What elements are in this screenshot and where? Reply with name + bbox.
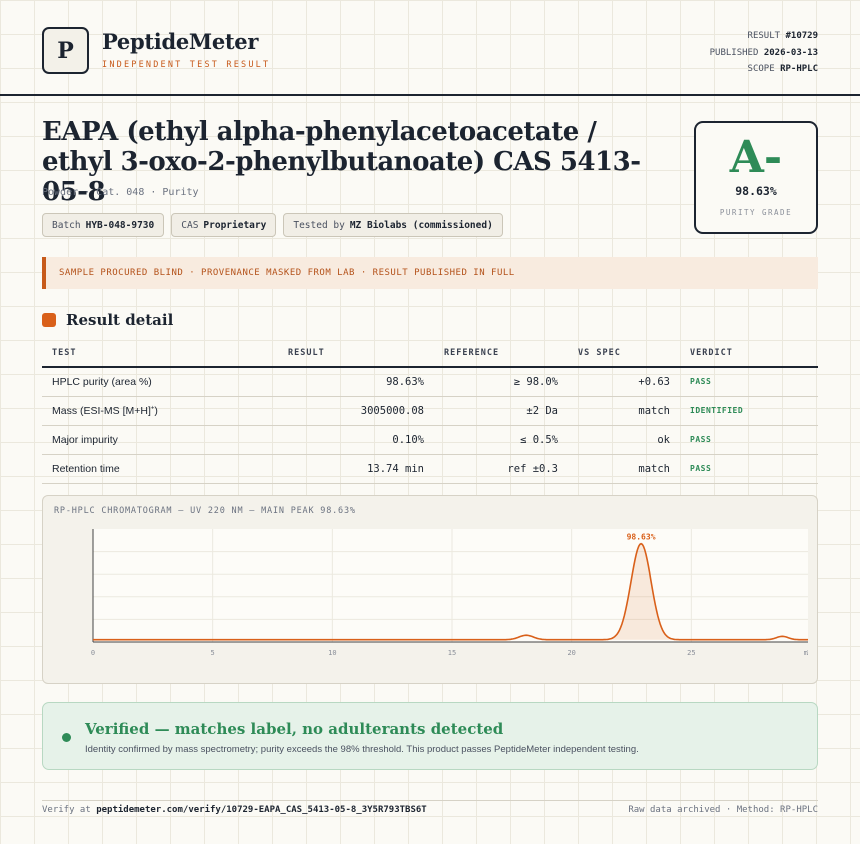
x-tick-label: 0	[91, 649, 95, 657]
test-superscript: +	[150, 405, 155, 411]
purity-grade-card: A- 98.63% PURITY GRADE	[694, 121, 818, 234]
chip-label: Batch	[52, 219, 81, 231]
chromatogram-chart: 98.63% 0 5 10 15 20 25 30min	[91, 529, 808, 657]
x-tick-label: 15	[448, 649, 456, 657]
section-title: Result detail	[42, 311, 173, 329]
grade-label: PURITY GRADE	[719, 208, 793, 217]
scope-row: SCOPE RP-HPLC	[710, 61, 818, 78]
cell-vs-spec: match	[568, 396, 680, 426]
scope-label: SCOPE	[747, 64, 775, 74]
col-verdict: VERDICT	[680, 340, 818, 368]
grade-value: 98.63%	[735, 184, 777, 198]
brand-name: PeptideMeter	[102, 29, 259, 54]
cell-reference: ref ±0.3	[434, 454, 568, 484]
cell-result: 0.10%	[278, 425, 434, 455]
brand-logo: P	[42, 27, 89, 74]
main-peak-label: 98.63%	[627, 533, 656, 542]
cell-result: 98.63%	[278, 367, 434, 397]
chip-label: Tested by	[293, 219, 345, 231]
plot-area	[93, 529, 808, 642]
chip-label: CAS	[181, 219, 199, 231]
brand-tagline: INDEPENDENT TEST RESULT	[102, 60, 271, 70]
verified-dot-icon	[62, 733, 71, 742]
cell-test: Major impurity	[42, 425, 278, 455]
published-value: 2026-03-13	[763, 47, 818, 58]
cell-reference: ±2 Da	[434, 396, 568, 426]
result-id-row: RESULT #10729	[710, 28, 818, 45]
cell-test: Mass (ESI-MS [M+H]+)	[42, 396, 278, 426]
footer-verify: Verify at peptidemeter.com/verify/10729-…	[42, 805, 427, 815]
col-result: RESULT	[278, 340, 434, 368]
published-row: PUBLISHED 2026-03-13	[710, 45, 818, 62]
result-table: TEST RESULT REFERENCE VS SPEC VERDICT HP…	[42, 340, 818, 484]
cell-reference: ≥ 98.0%	[434, 367, 568, 397]
cell-verdict: PASS	[680, 367, 818, 397]
cell-verdict: PASS	[680, 425, 818, 455]
chromatogram-card: RP-HPLC CHROMATOGRAM — UV 220 NM — MAIN …	[42, 495, 818, 684]
chip-value: HYB-048-9730	[85, 219, 155, 231]
verified-banner: Verified — matches label, no adulterants…	[42, 702, 818, 770]
result-meta: RESULT #10729 PUBLISHED 2026-03-13 SCOPE…	[710, 28, 818, 78]
verified-title: Verified — matches label, no adulterants…	[85, 720, 504, 738]
col-reference: REFERENCE	[434, 340, 568, 368]
table-row: HPLC purity (area %) 98.63% ≥ 98.0% +0.6…	[42, 367, 818, 397]
test-name: Mass (ESI-MS [M+H]	[52, 404, 151, 417]
grade-letter: A-	[729, 132, 783, 183]
chip-value: MZ Biolabs (commissioned)	[349, 219, 493, 231]
cell-test: Retention time	[42, 454, 278, 484]
cell-verdict: IDENTIFIED	[680, 396, 818, 426]
cell-vs-spec: +0.63	[568, 367, 680, 397]
result-id-label: RESULT	[747, 31, 781, 41]
tested-by-chip: Tested by MZ Biolabs (commissioned)	[283, 213, 503, 237]
cell-result: 3005000.08	[278, 396, 434, 426]
main-peak-fill	[600, 543, 682, 640]
cell-test: HPLC purity (area %)	[42, 367, 278, 397]
x-tick-label: 5	[211, 649, 215, 657]
col-vs-spec: VS SPEC	[568, 340, 680, 368]
table-row: Retention time 13.74 min ref ±0.3 match …	[42, 454, 818, 484]
verify-label: Verify at	[42, 805, 91, 815]
verified-text: Identity confirmed by mass spectrometry;…	[85, 744, 639, 755]
table-row: Mass (ESI-MS [M+H]+) 3005000.08 ±2 Da ma…	[42, 396, 818, 426]
signal-line	[93, 542, 808, 641]
chart-title: RP-HPLC CHROMATOGRAM — UV 220 NM — MAIN …	[54, 506, 356, 516]
section-marker-icon	[42, 313, 56, 327]
x-unit-label: min	[804, 649, 808, 657]
cas-chip: CAS Proprietary	[171, 213, 277, 237]
cell-vs-spec: match	[568, 454, 680, 484]
product-subtitle: Powder · Cat. 048 · Purity	[42, 187, 199, 198]
cell-verdict: PASS	[680, 454, 818, 484]
x-tick-label: 20	[567, 649, 575, 657]
page-header: P PeptideMeter INDEPENDENT TEST RESULT R…	[0, 0, 860, 96]
product-chips: Batch HYB-048-9730 CAS Proprietary Tested …	[42, 213, 503, 237]
footer-divider	[42, 800, 818, 801]
product-title: EAPA (ethyl alpha-phenylacetoacetate / e…	[42, 117, 641, 207]
table-row: Major impurity 0.10% ≤ 0.5% ok PASS	[42, 425, 818, 455]
table-header-row: TEST RESULT REFERENCE VS SPEC VERDICT	[42, 340, 818, 368]
cell-result: 13.74 min	[278, 454, 434, 484]
chip-value: Proprietary	[203, 219, 267, 231]
batch-chip: Batch HYB-048-9730	[42, 213, 165, 237]
scope-value: RP-HPLC	[780, 64, 818, 74]
published-label: PUBLISHED	[709, 47, 759, 58]
x-tick-label: 30	[807, 649, 808, 657]
x-tick-label: 25	[687, 649, 695, 657]
result-id-value: #10729	[785, 31, 818, 41]
verify-link[interactable]: peptidemeter.com/verify/10729-EAPA_CAS_5…	[96, 805, 427, 815]
footer-method: Raw data archived · Method: RP-HPLC	[628, 805, 818, 815]
cell-vs-spec: ok	[568, 425, 680, 455]
x-tick-label: 10	[328, 649, 336, 657]
section-title-text: Result detail	[66, 311, 174, 329]
col-test: TEST	[42, 340, 278, 368]
test-name-end: )	[154, 404, 158, 417]
cell-reference: ≤ 0.5%	[434, 425, 568, 455]
blind-notice: SAMPLE PROCURED BLIND · PROVENANCE MASKE…	[42, 257, 818, 289]
